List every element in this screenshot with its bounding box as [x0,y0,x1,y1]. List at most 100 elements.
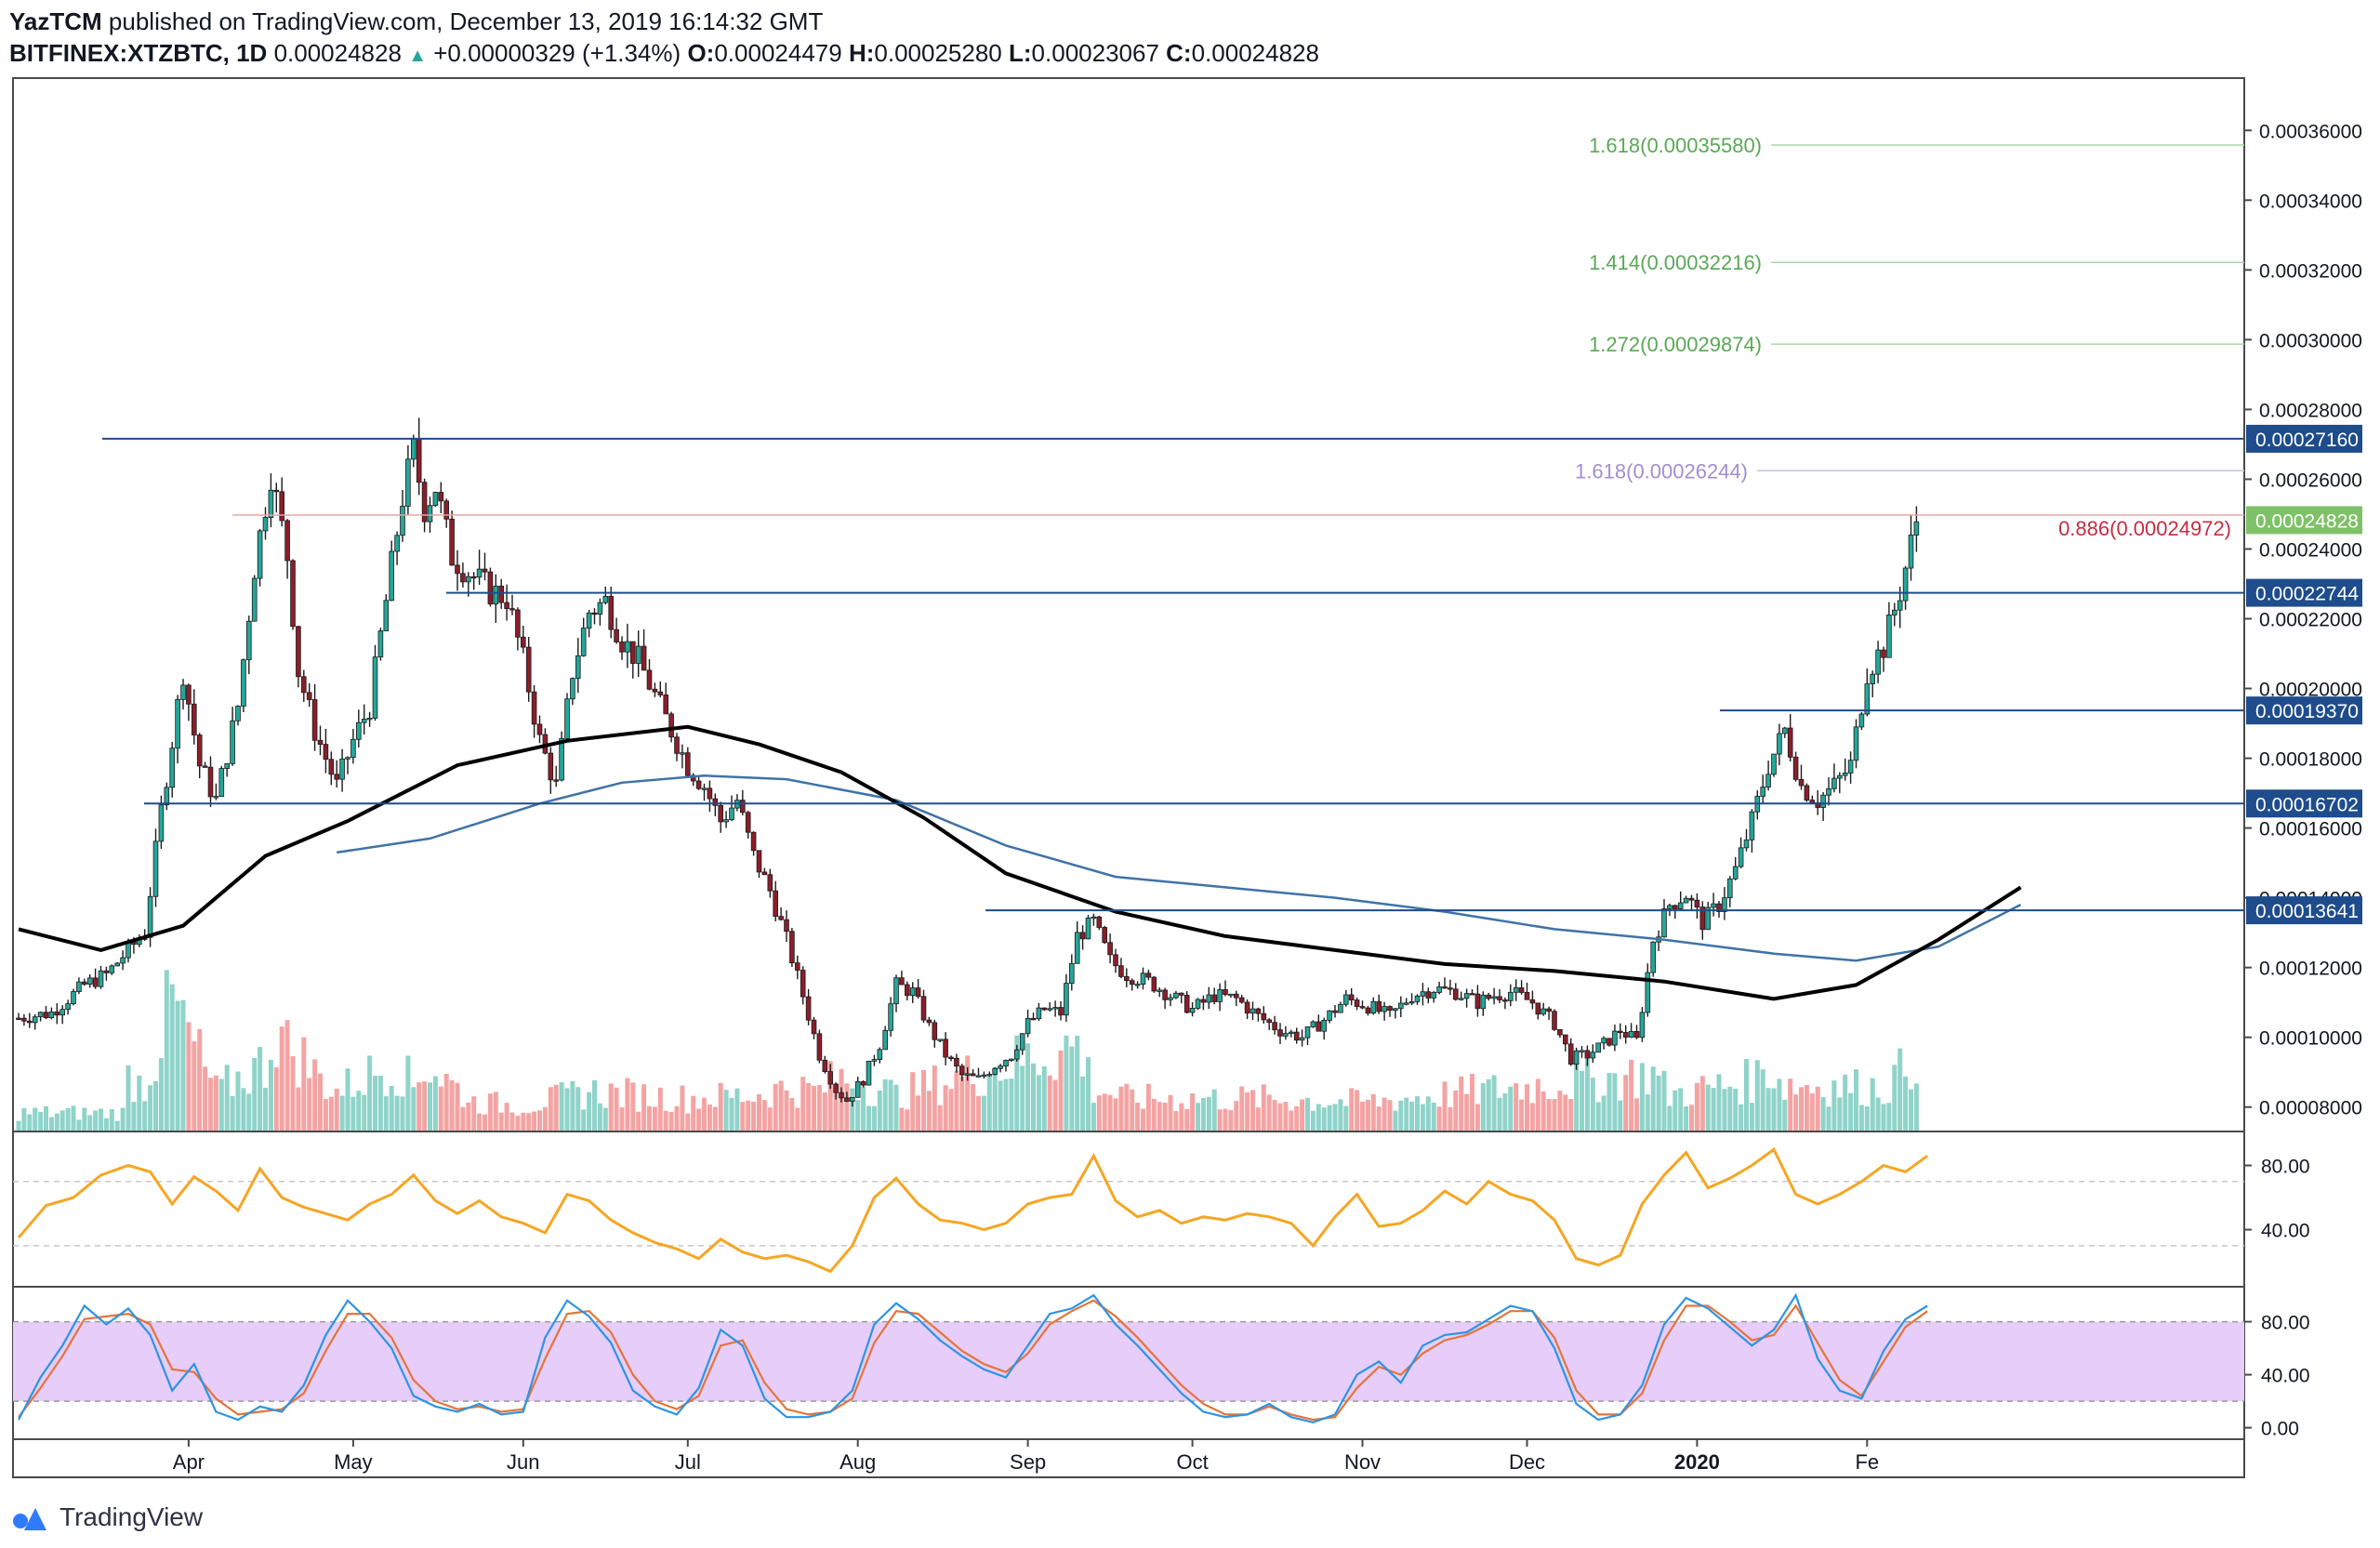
volume-bar [1310,1110,1316,1131]
tradingview-brand[interactable]: TradingView [60,1502,204,1531]
volume-bar [16,1120,21,1131]
volume-bar [1365,1099,1370,1131]
volume-bar [685,1113,691,1131]
candle-body [1228,993,1234,997]
volume-bar [1179,1103,1184,1131]
candle-body [559,737,564,781]
fib-extension-levels[interactable]: 1.618(0.00035580) 1.414(0.00032216) 1.272(… [232,134,2244,540]
volume-bar [1069,1046,1075,1131]
candle-body [361,719,367,723]
volume-bar [312,1059,318,1131]
candle-body [1870,673,1876,684]
symbol-label[interactable]: BITFINEX:XTZBTC, 1D [9,39,268,67]
volume-bar [1102,1093,1107,1131]
candles[interactable] [16,417,1920,1107]
volume-bar [1897,1048,1903,1131]
volume-bar [483,1114,487,1131]
candle-body [1244,1001,1250,1014]
volume-bar [1793,1094,1799,1131]
price-chart[interactable]: 1.618(0.00035580) 1.414(0.00032216) 1.272(… [0,0,2380,1488]
candle-body [1052,1007,1058,1010]
candle-body [1743,839,1750,849]
volume-bar [937,1105,943,1131]
price-axis-ticks: 0.00036000 0.00034000 0.00032000 0.00030000… [2244,121,2362,1119]
volume-bar [1886,1103,1892,1131]
volume-bar [1529,1103,1535,1131]
candle-body [476,568,483,578]
volume-bar [438,1086,443,1131]
volume-bar [1799,1087,1804,1131]
price-badge-label: 0.00013641 [2255,901,2359,922]
volume-bar [668,1112,674,1131]
candle-body [1650,941,1657,973]
volume-bar [131,1102,137,1131]
candle-body [1238,997,1245,1003]
volume-bar [1370,1093,1376,1131]
candle-body [1030,1017,1037,1021]
candle-body [180,684,186,700]
volume-bar [1645,1094,1650,1131]
volume-bar [1689,1105,1694,1131]
candle-body [1732,866,1739,880]
candle-body [1875,649,1881,675]
volume-bar [1667,1105,1673,1131]
candle-body [805,996,812,1021]
candle-body [54,1012,60,1016]
volume-bar [602,1107,608,1131]
candle-body [740,800,746,814]
candle-body [602,595,609,603]
tradingview-logo-icon[interactable] [11,1502,52,1532]
candle-body [548,752,554,781]
candle-body [800,970,806,998]
candle-body [120,957,126,964]
time-tick-label: Apr [173,1450,205,1474]
volume-bar [1075,1036,1080,1131]
volume-bar [542,1106,548,1131]
volume-bar [213,1075,218,1131]
price-tick-label: 0.00032000 [2259,260,2362,282]
volume-bar [279,1026,284,1131]
candle-body [1310,1021,1316,1027]
stoch-rsi-pane[interactable]: 80.00 40.00 0.00 [13,1292,2310,1440]
horizontal-levels[interactable] [102,437,2244,912]
volume-bar [99,1108,103,1131]
volume-bar [844,1083,850,1131]
candle-body [1118,965,1124,977]
volume-bar [1003,1078,1009,1131]
volume-bar [383,1096,389,1131]
volume-bar [1563,1094,1568,1131]
volume-bar [1086,1057,1091,1131]
volume-bar [235,1071,241,1131]
volume-bar [186,1022,192,1131]
candle-body [718,804,723,823]
volume-bar [301,1037,307,1131]
author-name[interactable]: YazTCM [9,7,102,35]
candle-body [1798,778,1805,787]
candle-body [296,626,301,678]
candle-body [877,1049,883,1060]
volume-bar [827,1061,833,1131]
price-tick-label: 0.00020000 [2259,680,2362,701]
candle-body [257,530,263,579]
volume-bar [449,1079,455,1131]
volume-bar [1135,1102,1141,1131]
volume-bar [570,1080,575,1131]
candle-body [1102,927,1108,944]
candle-body [300,676,307,694]
candle-body [114,962,121,967]
price-tick-label: 0.00024000 [2259,539,2362,561]
candle-body [465,576,471,583]
volume-bar [1854,1069,1858,1131]
candle-body [1448,987,1453,990]
volume-bar [1041,1065,1047,1131]
candle-body [383,600,390,631]
candle-body [213,796,219,799]
candle-body [964,1073,971,1076]
volume-bar [1837,1097,1843,1131]
candle-body [1886,615,1892,658]
candle-body [1189,1008,1196,1013]
candle-body [498,585,504,603]
volume-bar [120,1107,126,1131]
volume-bar [153,1080,158,1131]
rsi-pane[interactable]: 80.00 40.00 [13,1147,2310,1274]
